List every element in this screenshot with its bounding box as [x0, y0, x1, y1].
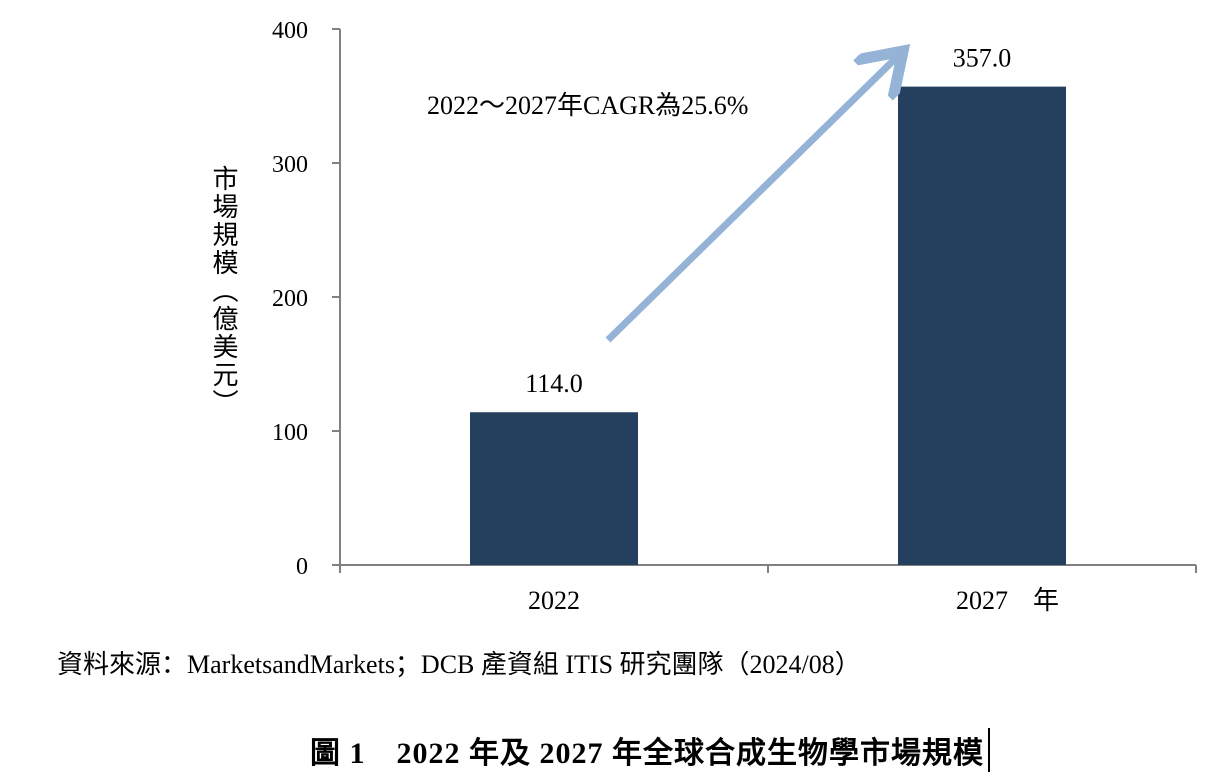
- figure-caption: 圖 1 2022 年及 2027 年全球合成生物學市場規模: [310, 728, 990, 772]
- bar-2027: [898, 86, 1066, 566]
- bars: [470, 86, 1066, 566]
- data-label-2022: 114.0: [525, 369, 583, 398]
- x-tick-label-2027: 2027: [956, 586, 1008, 615]
- y-tick-label: 0: [296, 554, 308, 580]
- y-tick-label: 200: [272, 286, 308, 312]
- x-axis-unit: 年: [1033, 586, 1059, 616]
- x-tick-label-2022: 2022: [528, 586, 580, 615]
- source-note: 資料來源：MarketsandMarkets；DCB 產資組 ITIS 研究團隊…: [57, 650, 861, 679]
- data-label-2027: 357.0: [953, 44, 1012, 73]
- cagr-annotation: 2022～2027年CAGR為25.6%: [427, 91, 748, 120]
- bar-chart: 0 100 200 300 400 114.0 2022 357.0 2027 2022～202…: [272, 18, 1197, 616]
- y-tick-label: 300: [272, 152, 308, 178]
- y-tick-label: 400: [272, 18, 308, 44]
- y-tick-label: 100: [272, 420, 308, 446]
- y-axis-label: 市場規模（億美元）: [208, 165, 238, 417]
- cagr-arrow: [605, 56, 898, 343]
- labels: 0 100 200 300 400 114.0 2022 357.0 2027: [272, 18, 1011, 615]
- bar-2022: [470, 412, 638, 565]
